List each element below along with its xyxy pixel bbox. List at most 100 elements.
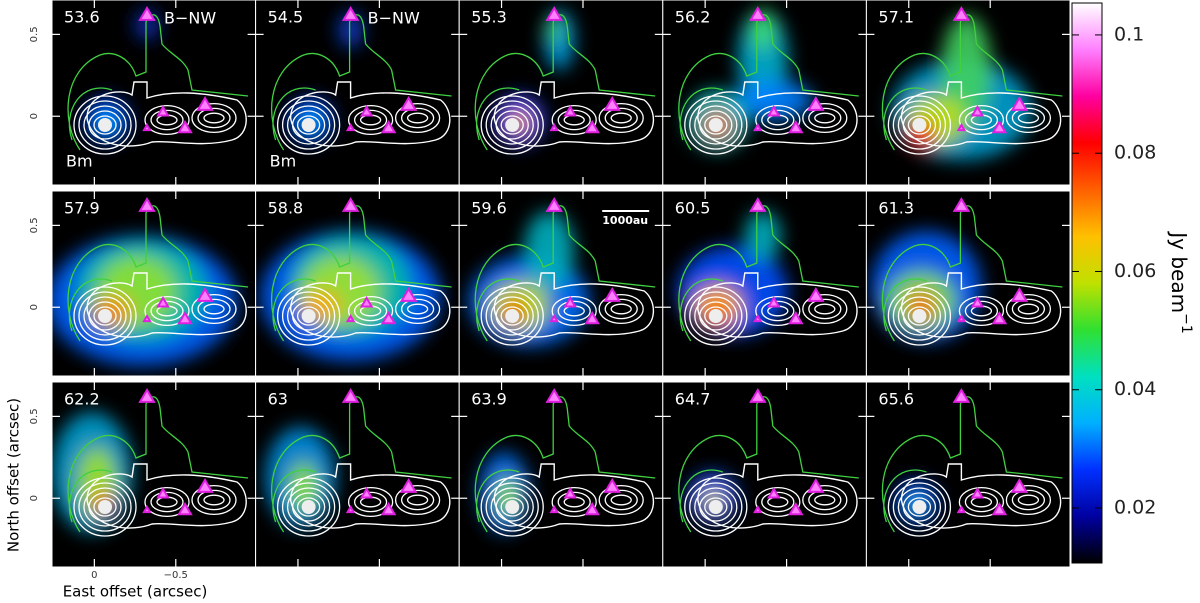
emission-blob	[941, 15, 992, 125]
white-contour	[887, 95, 952, 155]
white-contour	[1005, 293, 1052, 325]
emission-blob	[338, 12, 363, 48]
white-contour	[203, 112, 225, 124]
white-contour	[604, 107, 638, 129]
y-tick-label: 0	[29, 113, 40, 119]
source-marker	[545, 6, 563, 21]
white-contour	[755, 104, 801, 136]
white-contour	[286, 105, 331, 145]
panel: 55.3	[458, 0, 664, 186]
source-label: Bm	[66, 152, 93, 171]
emission-blob	[288, 462, 319, 512]
x-axis-title: East offset (arcsec)	[63, 583, 208, 601]
source-marker	[970, 296, 985, 308]
white-contour	[814, 494, 836, 506]
white-contour	[353, 109, 388, 131]
source-marker	[399, 96, 418, 111]
panel: 57.1	[865, 0, 1071, 186]
white-contour	[78, 291, 132, 341]
source-marker	[341, 6, 360, 21]
white-contour	[802, 102, 848, 134]
panel: 63	[255, 381, 460, 568]
white-contour	[150, 491, 184, 513]
velocity-label: 60.5	[675, 199, 711, 218]
velocity-label: 57.9	[64, 199, 100, 218]
source-marker	[549, 314, 559, 323]
source-marker	[341, 197, 360, 212]
white-contour	[814, 112, 836, 124]
white-contour	[291, 301, 326, 331]
white-contour	[485, 482, 539, 532]
white-contour	[406, 494, 429, 506]
white-contour	[480, 286, 544, 346]
white-contour	[144, 295, 190, 327]
white-contour	[286, 487, 331, 527]
white-contour	[281, 100, 336, 150]
source-marker	[753, 123, 763, 132]
source-marker	[177, 502, 193, 516]
source-marker	[138, 197, 156, 212]
white-contour	[697, 272, 858, 338]
source-marker	[345, 314, 356, 323]
source-core	[98, 118, 112, 132]
white-contour	[897, 105, 942, 145]
white-contour	[610, 303, 632, 315]
source-marker	[584, 311, 600, 325]
white-contour	[902, 301, 937, 331]
green-contour	[881, 205, 1063, 342]
source-marker	[788, 502, 804, 516]
source-marker	[753, 505, 763, 514]
panel-content	[459, 191, 663, 376]
white-contour	[281, 291, 336, 341]
white-contour	[964, 491, 999, 513]
white-contour	[604, 489, 638, 511]
panel-content	[662, 191, 867, 376]
white-contour	[197, 298, 231, 320]
white-contour	[78, 100, 132, 150]
source-marker	[142, 314, 152, 323]
white-contour	[907, 497, 932, 517]
panel-frame	[865, 190, 1071, 377]
emission	[52, 412, 132, 532]
white-contour	[802, 484, 848, 516]
white-contour	[907, 115, 932, 135]
source-marker	[952, 197, 971, 212]
white-contour	[144, 104, 190, 136]
white-contour	[296, 115, 321, 135]
panel-background	[866, 382, 1070, 567]
velocity-label: 63.9	[471, 390, 507, 409]
white-contour	[964, 109, 999, 131]
white-contour	[897, 296, 942, 336]
panel-content	[255, 0, 460, 185]
white-contour	[900, 463, 1062, 529]
white-contour	[296, 306, 321, 326]
white-contour	[88, 492, 122, 522]
x-tick-label: 0	[91, 570, 97, 581]
white-contour	[83, 296, 127, 336]
white-contour	[73, 95, 137, 155]
white-contour	[347, 486, 394, 518]
y-tick-label: 0	[29, 304, 40, 310]
white-contour	[500, 306, 524, 326]
white-contour	[73, 286, 137, 346]
white-contour	[500, 115, 524, 135]
source-marker	[563, 487, 577, 499]
source-marker	[749, 388, 767, 403]
source-core	[505, 118, 520, 132]
white-contour	[814, 303, 836, 315]
source-label: B−NW	[368, 9, 420, 28]
white-contour	[598, 293, 644, 325]
white-contour	[902, 110, 937, 140]
source-marker	[767, 296, 781, 308]
source-marker	[345, 123, 356, 132]
white-contour	[892, 482, 947, 532]
source-marker	[142, 505, 152, 514]
emission	[891, 15, 1032, 160]
white-contour	[694, 487, 738, 527]
white-contour	[490, 487, 534, 527]
emission-blob	[744, 211, 781, 261]
source-marker	[991, 311, 1008, 325]
white-contour	[907, 306, 932, 326]
white-contour	[400, 298, 435, 320]
